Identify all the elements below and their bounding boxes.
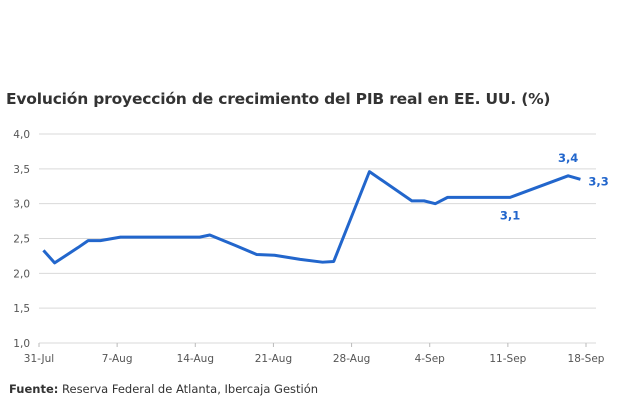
y-tick-label: 1,5	[13, 303, 30, 315]
source-text: Reserva Federal de Atlanta, Ibercaja Ges…	[62, 382, 319, 396]
x-tick-label: 28-Aug	[333, 353, 370, 365]
y-tick-label: 4,0	[13, 129, 30, 141]
x-tick-label: 14-Aug	[177, 353, 214, 365]
source-label: Fuente:	[9, 382, 59, 396]
x-tick-label: 21-Aug	[255, 353, 292, 365]
y-tick-label: 1,0	[13, 338, 30, 350]
y-tick-label: 2,0	[13, 268, 30, 280]
chart-source: Fuente: Reserva Federal de Atlanta, Iber…	[9, 382, 318, 396]
x-tick-label: 18-Sep	[568, 353, 605, 365]
data-label: 3,4	[558, 151, 578, 165]
data-label: 3,3	[588, 174, 608, 188]
x-tick-label: 7-Aug	[102, 353, 133, 365]
chart-title: Evolución proyección de crecimiento del …	[6, 90, 551, 108]
x-tick-label: 11-Sep	[489, 353, 526, 365]
y-tick-label: 3,0	[13, 199, 30, 211]
x-tick-label: 31-Jul	[24, 353, 54, 365]
x-tick-label: 4-Sep	[415, 353, 446, 365]
data-label: 3,1	[500, 208, 520, 222]
y-tick-label: 2,5	[13, 234, 30, 246]
y-tick-label: 3,5	[13, 164, 30, 176]
